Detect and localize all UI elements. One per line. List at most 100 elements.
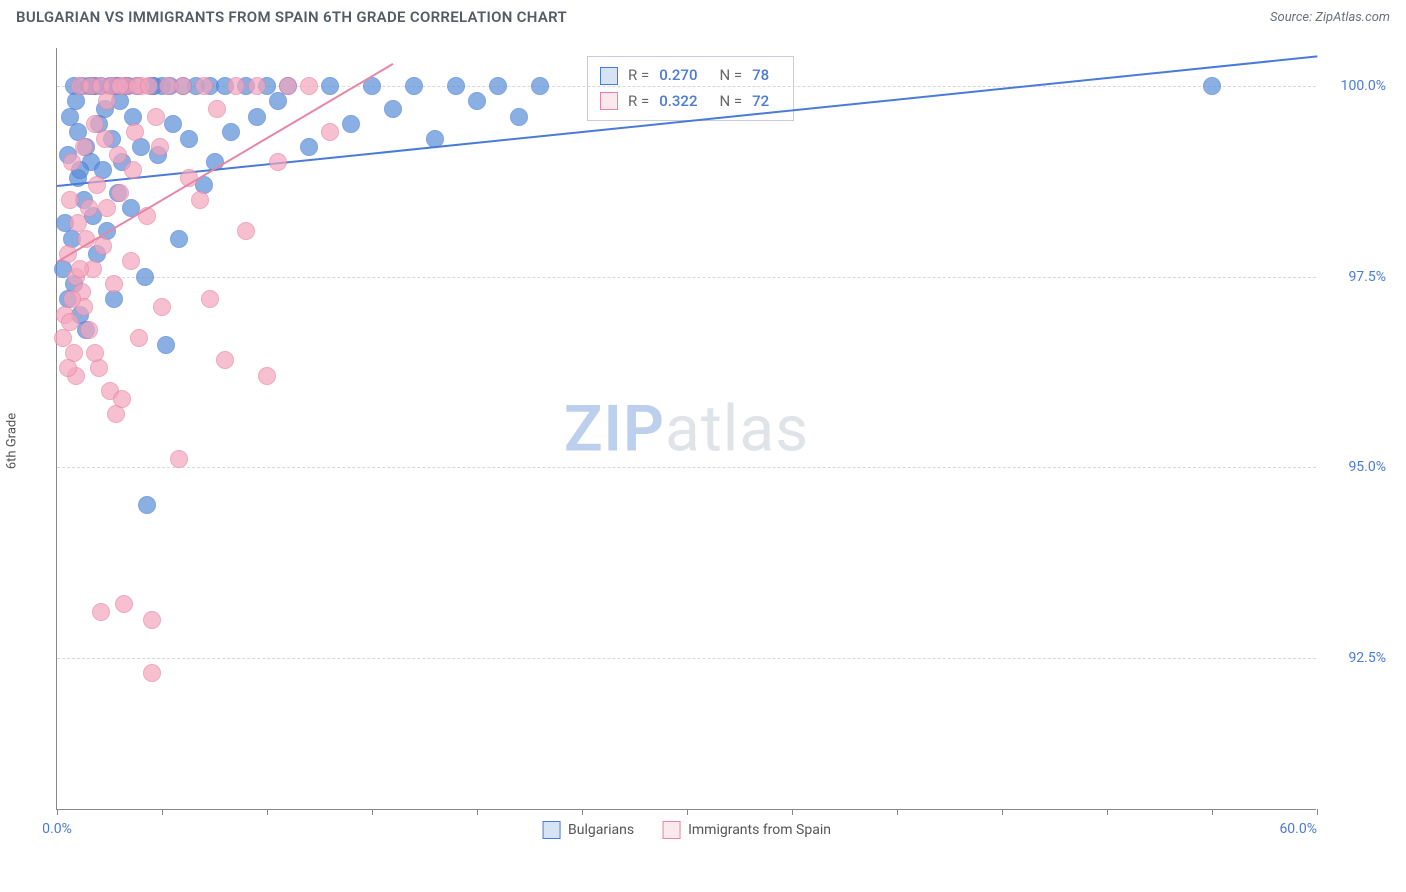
scatter-point	[201, 290, 219, 308]
legend-swatch	[662, 821, 680, 839]
scatter-point	[300, 138, 318, 156]
scatter-point	[111, 77, 129, 95]
scatter-point	[153, 298, 171, 316]
scatter-point	[98, 199, 116, 217]
scatter-point	[170, 230, 188, 248]
y-gridline	[57, 658, 1316, 659]
n-value: 78	[752, 63, 769, 89]
scatter-point	[86, 344, 104, 362]
x-tick	[267, 809, 268, 815]
scatter-point	[130, 329, 148, 347]
r-value: 0.322	[659, 89, 697, 115]
y-tick-label: 100.0%	[1326, 78, 1386, 94]
scatter-point	[248, 108, 266, 126]
scatter-point	[489, 77, 507, 95]
x-tick	[477, 809, 478, 815]
scatter-point	[140, 77, 158, 95]
scatter-point	[105, 275, 123, 293]
scatter-point	[92, 603, 110, 621]
scatter-point	[208, 100, 226, 118]
scatter-point	[113, 390, 131, 408]
legend-swatch	[600, 92, 618, 110]
r-value: 0.270	[659, 63, 697, 89]
legend-row: R = 0.270N = 78	[600, 63, 781, 89]
scatter-point	[237, 222, 255, 240]
legend-label: Immigrants from Spain	[688, 822, 831, 838]
series-legend: Bulgarians Immigrants from Spain	[542, 821, 831, 839]
chart-title: BULGARIAN VS IMMIGRANTS FROM SPAIN 6TH G…	[16, 8, 567, 26]
scatter-point	[191, 191, 209, 209]
scatter-point	[300, 77, 318, 95]
y-gridline	[57, 277, 1316, 278]
scatter-point	[143, 664, 161, 682]
y-tick-label: 92.5%	[1326, 650, 1386, 666]
x-tick	[1107, 809, 1108, 815]
scatter-point	[98, 92, 116, 110]
scatter-point	[94, 237, 112, 255]
x-tick	[897, 809, 898, 815]
scatter-point	[222, 123, 240, 141]
scatter-point	[71, 260, 89, 278]
scatter-point	[269, 92, 287, 110]
scatter-point	[115, 595, 133, 613]
correlation-legend: R = 0.270N = 78R = 0.322N = 72	[587, 56, 794, 121]
scatter-point	[447, 77, 465, 95]
scatter-point	[59, 359, 77, 377]
x-tick	[1317, 809, 1318, 815]
scatter-point	[136, 268, 154, 286]
scatter-point	[342, 115, 360, 133]
scatter-point	[63, 153, 81, 171]
scatter-point	[143, 611, 161, 629]
legend-swatch	[542, 821, 560, 839]
legend-item: Immigrants from Spain	[662, 821, 831, 839]
scatter-point	[405, 77, 423, 95]
scatter-point	[111, 184, 129, 202]
x-tick	[687, 809, 688, 815]
scatter-point	[321, 123, 339, 141]
scatter-point	[180, 130, 198, 148]
scatter-point	[138, 496, 156, 514]
scatter-point	[54, 329, 72, 347]
r-label: R =	[628, 89, 649, 115]
scatter-point	[122, 252, 140, 270]
x-tick-label: 0.0%	[42, 821, 72, 837]
scatter-point	[157, 336, 175, 354]
scatter-point	[164, 115, 182, 133]
legend-row: R = 0.322N = 72	[600, 89, 781, 115]
x-tick	[1002, 809, 1003, 815]
legend-label: Bulgarians	[568, 822, 634, 838]
y-tick-label: 97.5%	[1326, 269, 1386, 285]
source-attribution: Source: ZipAtlas.com	[1270, 10, 1390, 25]
x-tick	[582, 809, 583, 815]
r-label: R =	[628, 63, 649, 89]
chart-container: 6th Grade ZIPatlas R = 0.270N = 78R = 0.…	[16, 36, 1390, 846]
x-tick	[57, 809, 58, 815]
x-tick-label: 60.0%	[1279, 821, 1317, 837]
x-tick	[792, 809, 793, 815]
scatter-point	[124, 161, 142, 179]
scatter-point	[80, 199, 98, 217]
scatter-point	[88, 176, 106, 194]
scatter-point	[227, 77, 245, 95]
scatter-point	[61, 191, 79, 209]
scatter-point	[67, 92, 85, 110]
scatter-point	[170, 450, 188, 468]
scatter-point	[216, 351, 234, 369]
legend-swatch	[600, 67, 618, 85]
scatter-point	[63, 290, 81, 308]
scatter-point	[321, 77, 339, 95]
scatter-point	[510, 108, 528, 126]
scatter-point	[468, 92, 486, 110]
y-tick-label: 95.0%	[1326, 459, 1386, 475]
scatter-point	[75, 138, 93, 156]
scatter-point	[147, 108, 165, 126]
y-axis-label: 6th Grade	[5, 413, 20, 469]
scatter-point	[109, 146, 127, 164]
scatter-point	[174, 77, 192, 95]
legend-item: Bulgarians	[542, 821, 634, 839]
scatter-point	[195, 77, 213, 95]
x-tick	[1212, 809, 1213, 815]
scatter-point	[96, 130, 114, 148]
y-gridline	[57, 467, 1316, 468]
scatter-point	[126, 123, 144, 141]
